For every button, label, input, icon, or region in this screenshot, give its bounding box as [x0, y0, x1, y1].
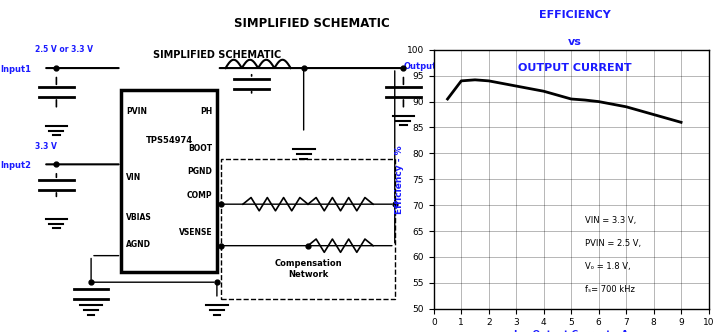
Text: PVIN = 2.5 V,: PVIN = 2.5 V,	[585, 239, 641, 248]
Text: Input2: Input2	[0, 161, 31, 171]
Bar	[221, 159, 395, 299]
Text: PVIN: PVIN	[126, 107, 147, 116]
Y-axis label: Efficiency - %: Efficiency - %	[395, 145, 404, 213]
Text: BOOT: BOOT	[189, 143, 213, 153]
Text: EFFICIENCY: EFFICIENCY	[539, 10, 611, 20]
Text: TPS54974: TPS54974	[145, 136, 193, 145]
Text: Vₒ = 1.8 V,: Vₒ = 1.8 V,	[585, 262, 630, 271]
Text: SIMPLIFIED SCHEMATIC: SIMPLIFIED SCHEMATIC	[234, 17, 390, 30]
Text: VSENSE: VSENSE	[179, 227, 213, 237]
Text: VIN = 3.3 V,: VIN = 3.3 V,	[585, 215, 636, 224]
Text: PGND: PGND	[188, 167, 213, 176]
Text: 3.3 V: 3.3 V	[35, 141, 56, 151]
Text: Compensation
Network: Compensation Network	[274, 259, 342, 279]
Text: VIN: VIN	[126, 173, 141, 182]
Text: OUTPUT CURRENT: OUTPUT CURRENT	[518, 63, 632, 73]
Text: 2.5 V or 3.3 V: 2.5 V or 3.3 V	[35, 45, 93, 54]
Text: COMP: COMP	[187, 191, 213, 200]
Text: Output: Output	[403, 62, 437, 71]
X-axis label: Iₒ – Output Current – A: Iₒ – Output Current – A	[514, 330, 628, 332]
Text: Input1: Input1	[0, 65, 31, 74]
Text: VBIAS: VBIAS	[126, 213, 152, 222]
Text: PH: PH	[200, 107, 213, 116]
Text: vs: vs	[568, 37, 582, 46]
Text: AGND: AGND	[126, 240, 151, 249]
Text: SIMPLIFIED SCHEMATIC: SIMPLIFIED SCHEMATIC	[153, 50, 281, 60]
Text: fₛ= 700 kHz: fₛ= 700 kHz	[585, 286, 635, 294]
Bar	[121, 90, 217, 272]
